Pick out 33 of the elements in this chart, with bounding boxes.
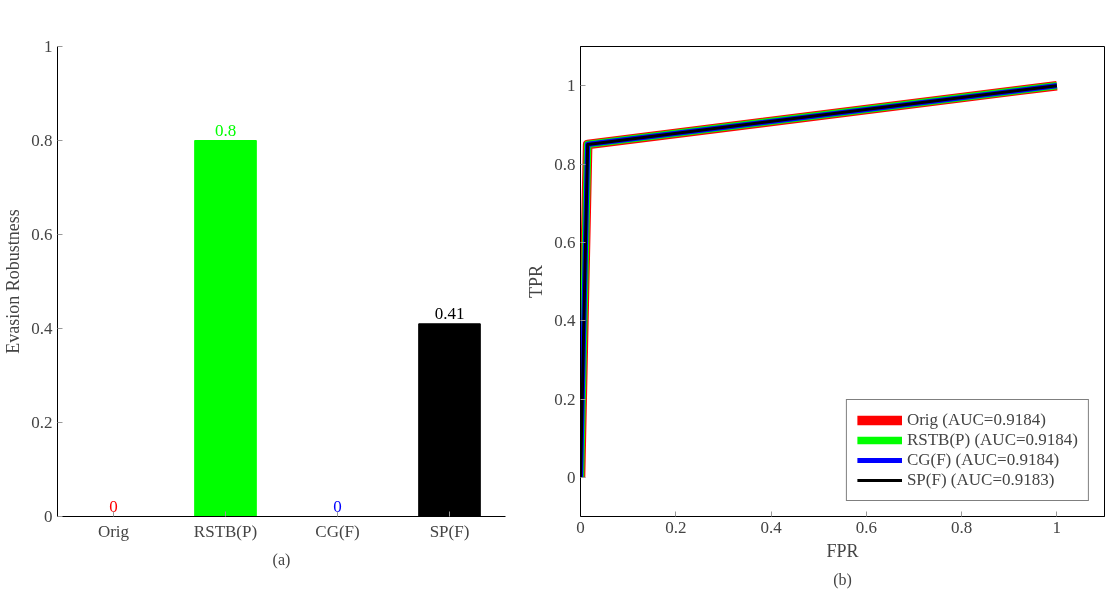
x-tick-label: 0.8 (950, 517, 973, 537)
y-tick-label: 0.8 (31, 131, 53, 150)
legend-label: RSTB(P) (AUC=0.9184) (906, 430, 1078, 450)
y-tick-label: 1 (44, 37, 53, 56)
x-tick-label: 0.4 (760, 517, 783, 537)
legend-label: CG(F) (AUC=0.9184) (906, 450, 1060, 470)
x-tick-label: Orig (97, 521, 130, 541)
x-axis-title: FPR (826, 540, 859, 561)
x-tick-label: RSTB(P) (193, 521, 258, 541)
y-tick-label: 0.8 (554, 154, 576, 174)
x-tick-label: 0.2 (665, 517, 687, 537)
text: (b) (833, 570, 852, 589)
data-label: 0 (333, 496, 342, 516)
y-tick-label: 0 (567, 467, 576, 487)
y-tick-label: 0.2 (31, 413, 53, 432)
x-tick-label: SP(F) (429, 521, 470, 541)
x-tick-label: CG(F) (315, 521, 360, 541)
y-axis-title: TPR (526, 264, 547, 299)
y-tick-label: 0.2 (554, 389, 576, 409)
y-tick-label: 0.6 (554, 232, 576, 252)
y-tick-label: 1 (567, 76, 576, 96)
y-tick-label: 0.6 (31, 225, 53, 244)
legend-label: SP(F) (AUC=0.9183) (906, 470, 1055, 490)
x-tick-label: 1 (1052, 517, 1062, 537)
data-label: 0.41 (434, 303, 465, 323)
y-axis-title: Evasion Robustness (3, 209, 24, 354)
y-tick-label: 0.4 (31, 319, 53, 338)
legend-label: Orig (AUC=0.9184) (906, 410, 1046, 430)
data-label: 0 (109, 496, 118, 516)
data-label: 0.8 (214, 120, 237, 140)
text: (a) (272, 550, 291, 569)
x-tick-label: 0.6 (855, 517, 877, 537)
y-tick-label: 0.4 (554, 311, 576, 331)
